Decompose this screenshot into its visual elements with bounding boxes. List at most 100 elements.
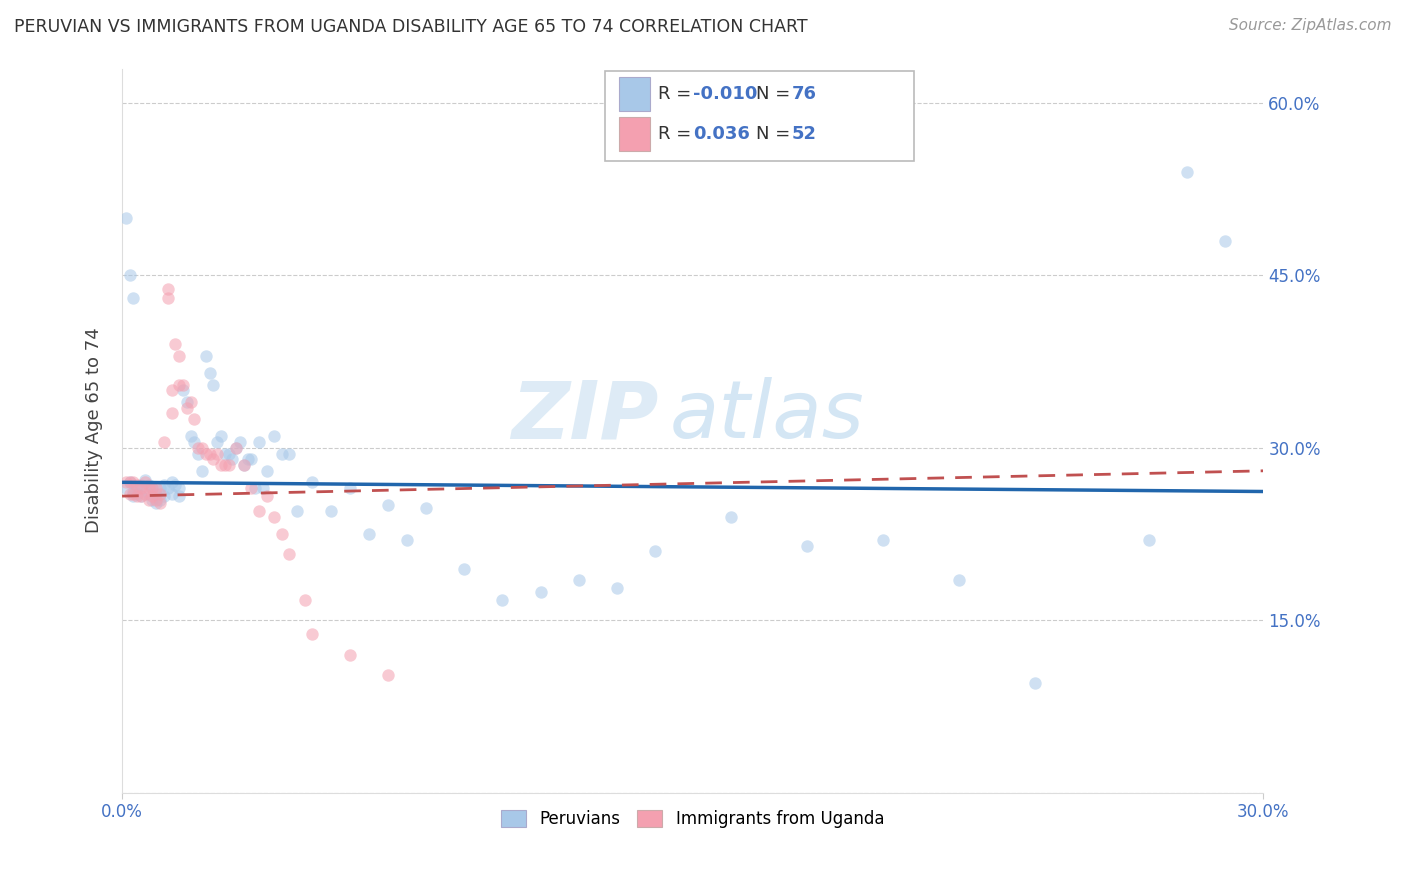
Point <box>218 446 240 460</box>
Point <box>214 458 236 472</box>
Point <box>172 377 194 392</box>
Point <box>160 406 183 420</box>
Point <box>180 395 202 409</box>
Point <box>134 487 156 501</box>
Point <box>127 481 149 495</box>
Point <box>218 458 240 472</box>
Point <box>145 481 167 495</box>
Point <box>294 592 316 607</box>
Point <box>122 489 145 503</box>
Point <box>176 401 198 415</box>
Y-axis label: Disability Age 65 to 74: Disability Age 65 to 74 <box>86 327 103 533</box>
Point <box>153 489 176 503</box>
Point <box>1175 165 1198 179</box>
Point <box>156 292 179 306</box>
Point <box>256 489 278 503</box>
Point <box>160 475 183 490</box>
Point <box>172 384 194 398</box>
Point <box>377 498 399 512</box>
Point <box>122 292 145 306</box>
Point <box>127 489 149 503</box>
Point <box>396 533 419 547</box>
Point <box>194 349 217 363</box>
Point <box>245 481 267 495</box>
Point <box>115 475 138 490</box>
Text: N =: N = <box>756 85 796 103</box>
Point <box>183 435 205 450</box>
Point <box>720 509 742 524</box>
Point <box>453 561 475 575</box>
Point <box>167 489 190 503</box>
Point <box>225 441 247 455</box>
Point <box>278 446 301 460</box>
Point <box>187 441 209 455</box>
Point <box>232 458 254 472</box>
Text: -0.010: -0.010 <box>693 85 758 103</box>
Point <box>149 496 172 510</box>
Point <box>129 489 152 503</box>
Point <box>321 504 343 518</box>
Point <box>145 496 167 510</box>
Point <box>141 489 163 503</box>
Point <box>149 492 172 507</box>
Point <box>644 544 666 558</box>
Point <box>339 648 361 662</box>
Point <box>339 481 361 495</box>
Point <box>134 473 156 487</box>
Point <box>278 547 301 561</box>
Point <box>118 268 141 283</box>
Point <box>122 475 145 490</box>
Point <box>167 481 190 495</box>
Point <box>252 481 274 495</box>
Point <box>115 481 138 495</box>
Point <box>270 527 292 541</box>
Point <box>198 446 221 460</box>
Point <box>191 441 214 455</box>
Text: 76: 76 <box>792 85 817 103</box>
Point <box>167 377 190 392</box>
Point <box>118 475 141 490</box>
Text: atlas: atlas <box>669 377 865 455</box>
Point <box>491 592 513 607</box>
Point <box>229 435 252 450</box>
Point <box>240 481 263 495</box>
Point <box>138 481 160 495</box>
Point <box>247 435 270 450</box>
Point <box>138 477 160 491</box>
Point <box>285 504 308 518</box>
Point <box>149 487 172 501</box>
Point <box>1213 234 1236 248</box>
Point <box>138 487 160 501</box>
Legend: Peruvians, Immigrants from Uganda: Peruvians, Immigrants from Uganda <box>495 804 891 835</box>
Point <box>160 384 183 398</box>
Point <box>141 481 163 495</box>
Point <box>1024 676 1046 690</box>
Text: 0.036: 0.036 <box>693 125 749 143</box>
Point <box>214 446 236 460</box>
Point <box>118 475 141 490</box>
Point <box>301 475 323 490</box>
Point <box>236 452 259 467</box>
Point <box>606 581 628 595</box>
Point <box>263 429 285 443</box>
Point <box>202 452 225 467</box>
Point <box>359 527 381 541</box>
Text: PERUVIAN VS IMMIGRANTS FROM UGANDA DISABILITY AGE 65 TO 74 CORRELATION CHART: PERUVIAN VS IMMIGRANTS FROM UGANDA DISAB… <box>14 18 807 36</box>
Point <box>127 487 149 501</box>
Point <box>205 446 228 460</box>
Text: 52: 52 <box>792 125 817 143</box>
Point <box>256 464 278 478</box>
Point <box>225 441 247 455</box>
Point <box>165 477 187 491</box>
Point <box>209 429 232 443</box>
Text: Source: ZipAtlas.com: Source: ZipAtlas.com <box>1229 18 1392 33</box>
Point <box>187 446 209 460</box>
Point <box>209 458 232 472</box>
Point <box>122 487 145 501</box>
Point <box>198 366 221 380</box>
Point <box>145 487 167 501</box>
Point <box>122 484 145 499</box>
Point <box>145 492 167 507</box>
Point <box>529 584 551 599</box>
Point <box>205 435 228 450</box>
